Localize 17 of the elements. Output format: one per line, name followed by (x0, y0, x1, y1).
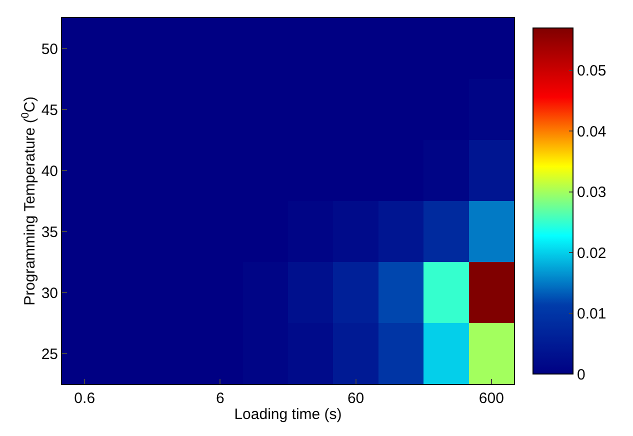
x-axis-title: Loading time (s) (234, 406, 342, 423)
x-tick-label: 600 (478, 390, 504, 407)
color-bar-label: 0.02 (577, 244, 606, 262)
y-tick-label: 35 (41, 224, 58, 241)
y-tick-label: 50 (41, 40, 58, 58)
x-tick-label: 6 (216, 390, 224, 407)
color-bar-label: 0.01 (577, 306, 606, 323)
x-tick-label: 60 (347, 390, 364, 407)
color-bar-label: 0 (577, 366, 586, 384)
y-tick-label: 30 (41, 284, 58, 302)
y-tick-label: 25 (41, 346, 58, 363)
y-tick-label: 45 (41, 102, 58, 119)
x-tick-label: 0.6 (74, 390, 96, 407)
color-bar-label: 0.03 (577, 184, 606, 202)
y-tick-label: 40 (41, 162, 58, 180)
color-bar-label: 0.05 (577, 62, 606, 80)
color-bar-label: 0.04 (577, 123, 606, 140)
